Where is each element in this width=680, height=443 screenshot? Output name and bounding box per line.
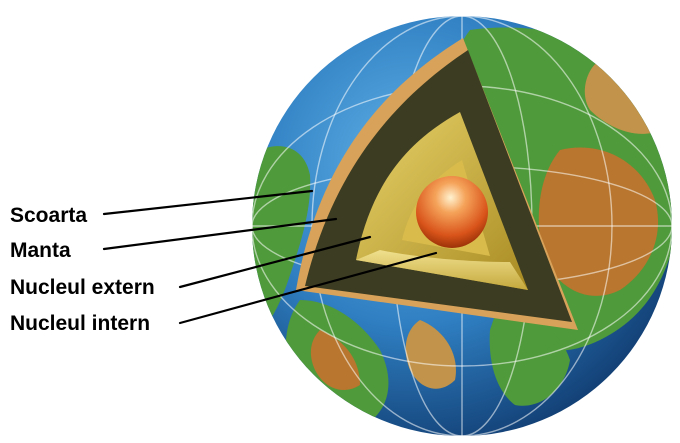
leader-lines bbox=[102, 189, 438, 325]
inner-core-sphere bbox=[416, 176, 488, 248]
leader-outer-core bbox=[178, 235, 372, 289]
cutaway bbox=[296, 38, 578, 330]
leader-inner-core bbox=[178, 251, 438, 325]
label-crust: Scoarta bbox=[10, 204, 87, 227]
label-outer-core: Nucleul extern bbox=[10, 276, 155, 299]
leader-crust bbox=[102, 189, 314, 216]
label-mantle: Manta bbox=[10, 239, 71, 262]
leader-mantle bbox=[102, 217, 338, 251]
label-inner-core: Nucleul intern bbox=[10, 312, 150, 335]
